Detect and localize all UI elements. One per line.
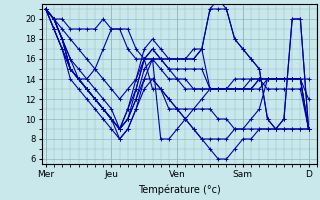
X-axis label: Température (°c): Température (°c): [138, 184, 220, 195]
